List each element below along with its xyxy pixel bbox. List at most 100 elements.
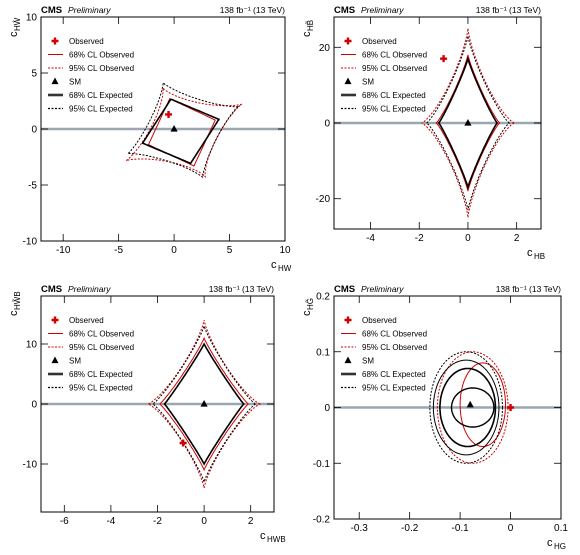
legend-entry: Observed [362,316,397,325]
y-axis-label-sub: HB̃ [306,20,315,31]
legend-swatch [344,77,352,85]
legend-swatch [344,316,352,324]
x-axis-label-sub: HB [534,252,545,261]
cms-label: CMS [334,5,355,16]
legend-entry: 68% CL Observed [362,51,427,60]
x-axis-label: c [260,530,266,542]
preliminary-label: Preliminary [68,5,111,15]
y-axis-label-sub: HŴ [13,17,22,31]
legend-swatch [51,37,59,45]
y-tick-label: 20 [319,43,331,54]
y-tick-label: -0.2 [313,515,331,526]
legend-entry: 68% CL Expected [69,91,133,100]
legend-entry: 95% CL Observed [362,343,427,352]
chart-panel-3: -6 -4 -2 0 2 -10 0 10 CMS Preliminary 138 fb⁻¹ (13… [8,284,286,544]
lumi-label: 138 fb⁻¹ (13 TeV) [476,5,541,15]
x-tick-label: 5 [227,245,233,256]
y-tick-label: 10 [26,340,38,351]
x-tick-label: -5 [114,245,123,256]
legend-entry: 68% CL Observed [362,330,427,339]
legend-entry: Observed [362,37,397,46]
legend-entry: Observed [69,316,104,325]
legend-swatch [51,316,59,324]
x-tick-label: 0 [508,523,514,534]
x-tick-label: -4 [106,516,115,527]
cms-label: CMS [41,5,62,16]
x-tick-label: 0 [201,516,207,527]
cms-label: CMS [334,284,355,295]
x-tick-label: 0.1 [554,523,568,534]
contour-3 [141,98,220,165]
y-tick-label: 10 [26,13,38,24]
legend-entry: 68% CL Expected [69,370,133,379]
chart-panel-4: -0.3 -0.2 -0.1 0 0.1 -0.2 -0.1 0 0.1 0.2 CMS Prelim… [301,284,568,551]
y-tick-label: 0 [324,119,330,130]
sm-point [466,400,474,408]
contours [125,81,243,178]
contour-1 [159,336,249,472]
sm-point [464,119,472,126]
legend: Observed 68% CL Observed 95% CL Observed SM… [341,37,427,114]
y-axis-label-sub: HW̃B [13,291,22,310]
legend: Observed 68% CL Observed 95% CL Observed SM… [341,316,427,393]
y-tick-label: -10 [23,237,38,248]
legend-entry: 95% CL Expected [69,384,133,393]
x-tick-label: -0.2 [401,523,419,534]
preliminary-label: Preliminary [361,5,404,15]
contour-2 [436,351,509,464]
contour-3 [439,367,497,448]
legend-entry: Observed [69,37,104,46]
legend-swatch [51,77,59,85]
contour-1 [435,54,501,192]
legend-entry: SM [69,357,81,366]
lumi-label: 138 fb⁻¹ (13 TeV) [209,284,274,294]
x-tick-label: 2 [514,233,520,244]
x-axis-label: c [547,537,553,549]
sm-point [170,125,178,132]
x-axis-label-sub: HG [554,542,566,551]
legend-entry: 95% CL Observed [362,64,427,73]
observed-point [179,439,187,447]
y-tick-label: 0.2 [316,292,330,303]
y-tick-label: 0 [31,125,37,136]
x-axis-label: c [271,259,277,271]
y-axis-label-sub: HG̃ [306,298,315,310]
legend-entry: SM [362,78,374,87]
observed-point [165,110,173,118]
x-tick-label: -0.3 [351,523,369,534]
contour-5 [429,351,503,464]
preliminary-label: Preliminary [361,284,404,294]
legend-swatch [344,356,352,364]
x-axis-label-sub: HW [278,264,292,273]
x-tick-label: -10 [56,245,71,256]
contour-1 [459,362,506,447]
y-tick-label: -5 [28,181,37,192]
y-tick-label: -0.1 [313,459,331,470]
legend: Observed 68% CL Observed 95% CL Observed SM… [48,316,134,393]
contour-1 [148,97,216,167]
observed-point [440,55,448,63]
contour-2 [125,87,243,178]
x-tick-label: 10 [279,245,291,256]
y-tick-label: 5 [31,69,37,80]
legend-entry: 68% CL Expected [362,91,426,100]
x-axis-label-sub: HWB [267,535,286,544]
contours [421,28,515,218]
cms-label: CMS [41,284,62,295]
legend-entry: 95% CL Observed [69,343,134,352]
x-tick-label: -6 [60,516,69,527]
lumi-label: 138 fb⁻¹ (13 TeV) [220,5,285,15]
preliminary-label: Preliminary [68,284,111,294]
lumi-label: 138 fb⁻¹ (13 TeV) [496,284,561,294]
y-tick-label: -10 [23,460,38,471]
legend-swatch [344,37,352,45]
legend-entry: SM [69,78,81,87]
legend-entry: 68% CL Observed [69,330,134,339]
legend-entry: 95% CL Observed [69,64,134,73]
y-tick-label: 0.1 [316,347,330,358]
x-tick-label: -0.1 [451,523,469,534]
x-tick-label: -2 [153,516,162,527]
y-axis-label: c [8,31,20,37]
x-axis-label: c [527,247,533,259]
